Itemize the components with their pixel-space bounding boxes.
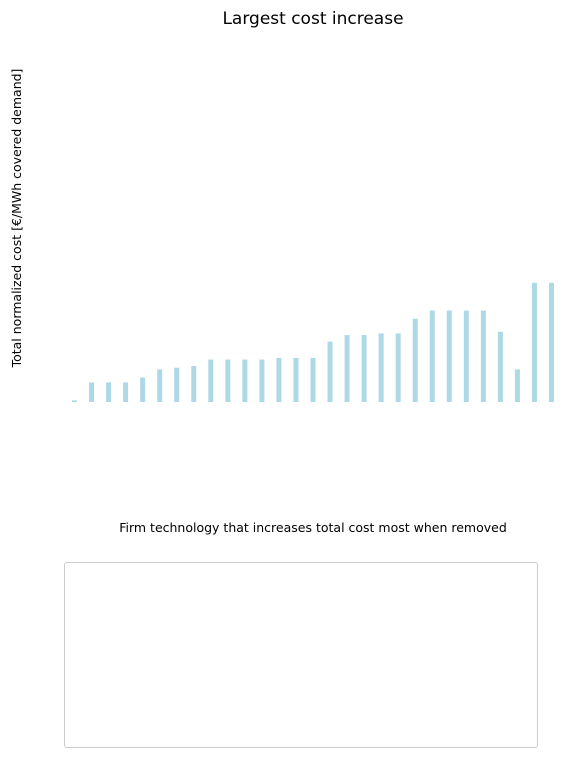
bar-onwind-redox-store	[446, 310, 452, 402]
bar-onwind-low-t-molten-salt-store	[191, 366, 197, 402]
bar-onwind-only-solar-and-wind	[548, 282, 554, 402]
bar-onwind-lead-acid-store	[463, 310, 469, 402]
bar-onwind-zn-br-flow-store	[480, 310, 486, 402]
chart: Largest cost increase Total normalized c…	[9, 9, 554, 535]
bar-onwind-compressed-air-store	[123, 382, 129, 402]
bar-onwind-ni-zn-store	[412, 318, 418, 402]
bar-onwind-liquid-air-store	[344, 335, 350, 402]
bar-onwind-high-t-molten-salt-store	[259, 359, 265, 402]
bar-onwind-zn-air-store	[327, 341, 333, 402]
bar-onwind-gravity-aboveground-store	[242, 359, 248, 402]
bar-onwind-zn-br-nonflow-store	[378, 333, 384, 402]
bar-onwind-hydro	[72, 400, 78, 402]
bar-onwind-sand-store	[140, 377, 146, 402]
bar-onwind-lithium-ion-lfp-store	[395, 333, 401, 402]
y-axis-label: Total normalized cost [€/MWh covered dem…	[9, 69, 24, 369]
bar-onwind-nuclear	[497, 331, 503, 402]
chart-title: Largest cost increase	[222, 9, 403, 29]
bar-onwind-load-shedding	[276, 357, 282, 402]
bar-onwind-direct-air-capture	[106, 382, 112, 402]
bar-onwind-lithium-ion-nmc-store	[429, 310, 435, 402]
bar-onwind-gravity-brick-store	[310, 357, 316, 402]
bar-onwind-load-shifting-backward	[531, 282, 537, 402]
legend	[64, 562, 538, 748]
bar-onwind-beccs	[89, 382, 95, 402]
bar-onwind-pumped-heat-store	[174, 367, 180, 402]
bar-onwind-battery-storage	[361, 335, 367, 402]
bar-onwind-gravity-underground-store	[225, 359, 231, 402]
bar-onwind-phs-store	[208, 359, 214, 402]
bar-onwind-hydrogen-store	[293, 357, 299, 402]
x-axis-label: Firm technology that increases total cos…	[119, 520, 507, 535]
bar-onwind-concrete-store	[157, 369, 163, 402]
bar-onwind-load-shifting-forward	[514, 369, 520, 402]
